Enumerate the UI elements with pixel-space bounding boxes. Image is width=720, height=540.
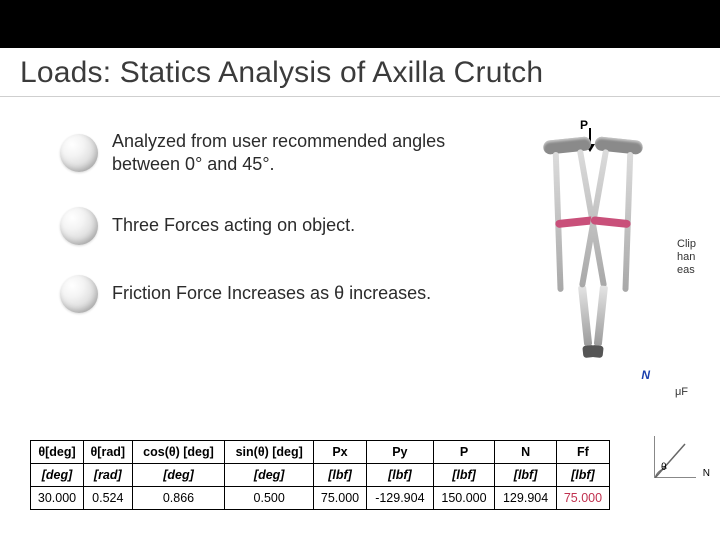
- data-cell: 0.866: [132, 487, 225, 510]
- crutch-diagram: P Clip han eas N μF: [494, 118, 694, 398]
- unit-cell: [lbf]: [495, 464, 557, 487]
- unit-cell: [lbf]: [433, 464, 495, 487]
- data-table: θ[deg] θ[rad] cos(θ) [deg] sin(θ) [deg] …: [30, 440, 610, 510]
- col-header: sin(θ) [deg]: [225, 441, 314, 464]
- force-f-label: μF: [675, 386, 688, 398]
- theta-mini-diagram: θ N: [654, 436, 696, 478]
- page-title: Loads: Statics Analysis of Axilla Crutch: [20, 56, 700, 90]
- col-header: cos(θ) [deg]: [132, 441, 225, 464]
- list-item: Three Forces acting on object.: [60, 207, 460, 245]
- col-header: θ[deg]: [31, 441, 84, 464]
- table-header-row: θ[deg] θ[rad] cos(θ) [deg] sin(θ) [deg] …: [31, 441, 610, 464]
- top-bar: [0, 0, 720, 48]
- clipped-side-text: Clip han eas: [677, 238, 696, 278]
- data-cell: -129.904: [367, 487, 434, 510]
- table-row: 30.000 0.524 0.866 0.500 75.000 -129.904…: [31, 487, 610, 510]
- col-header: θ[rad]: [84, 441, 133, 464]
- unit-cell: [deg]: [31, 464, 84, 487]
- data-cell: 30.000: [31, 487, 84, 510]
- unit-cell: [deg]: [132, 464, 225, 487]
- bullet-orb-icon: [60, 207, 98, 245]
- data-cell: 75.000: [313, 487, 366, 510]
- col-header: N: [495, 441, 557, 464]
- col-header: Py: [367, 441, 434, 464]
- data-cell: 0.524: [84, 487, 133, 510]
- col-header: Ff: [556, 441, 609, 464]
- col-header: P: [433, 441, 495, 464]
- data-cell: 129.904: [495, 487, 557, 510]
- unit-cell: [lbf]: [556, 464, 609, 487]
- unit-cell: [deg]: [225, 464, 314, 487]
- unit-cell: [lbf]: [367, 464, 434, 487]
- bullet-text-2: Three Forces acting on object.: [112, 214, 355, 237]
- data-cell-highlight: 75.000: [556, 487, 609, 510]
- unit-cell: [lbf]: [313, 464, 366, 487]
- bullet-orb-icon: [60, 275, 98, 313]
- list-item: Analyzed from user recommended angles be…: [60, 130, 460, 177]
- bullet-orb-icon: [60, 134, 98, 172]
- list-item: Friction Force Increases as θ increases.: [60, 275, 460, 313]
- theta-label: θ: [661, 462, 667, 473]
- data-cell: 0.500: [225, 487, 314, 510]
- table-unit-row: [deg] [rad] [deg] [deg] [lbf] [lbf] [lbf…: [31, 464, 610, 487]
- bullet-text-1: Analyzed from user recommended angles be…: [112, 130, 460, 177]
- force-n-label: N: [641, 368, 650, 382]
- table: θ[deg] θ[rad] cos(θ) [deg] sin(θ) [deg] …: [30, 440, 610, 510]
- title-wrap: Loads: Statics Analysis of Axilla Crutch: [0, 48, 720, 97]
- col-header: Px: [313, 441, 366, 464]
- bullet-list: Analyzed from user recommended angles be…: [60, 130, 460, 343]
- slide: Loads: Statics Analysis of Axilla Crutch…: [0, 0, 720, 540]
- data-cell: 150.000: [433, 487, 495, 510]
- unit-cell: [rad]: [84, 464, 133, 487]
- n-small-label: N: [703, 468, 710, 479]
- bullet-text-3: Friction Force Increases as θ increases.: [112, 282, 431, 305]
